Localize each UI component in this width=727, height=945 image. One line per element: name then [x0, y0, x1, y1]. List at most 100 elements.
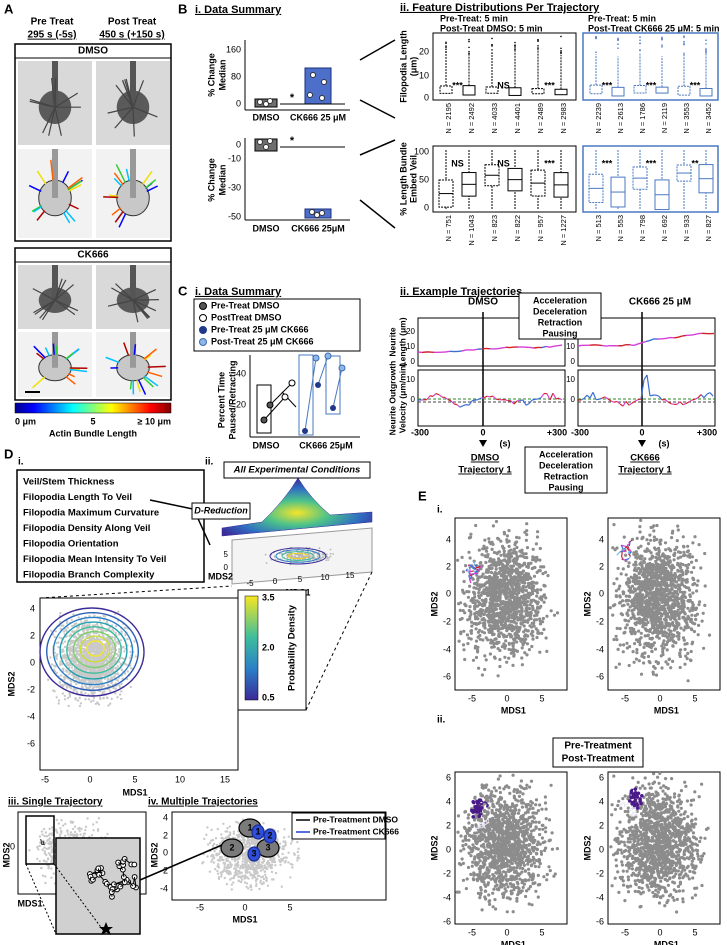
scatter-point [502, 532, 507, 536]
line [54, 278, 63, 301]
scatter-point [120, 668, 124, 672]
legend-label: Pausing [548, 482, 583, 492]
scatter-point [242, 857, 245, 861]
scatter-point [256, 865, 259, 869]
scatter-point [118, 693, 122, 696]
scatter-point [77, 670, 80, 673]
scatter-point [50, 663, 54, 666]
data-dot [309, 209, 315, 215]
scatter-point [70, 666, 74, 669]
arrow [638, 440, 646, 447]
line [143, 348, 157, 360]
box [554, 88, 568, 96]
scatter-point [505, 534, 510, 538]
outlier [683, 42, 685, 45]
velocity-trace [628, 402, 633, 406]
scatter-point [65, 669, 68, 672]
scatter-point [116, 696, 119, 699]
length-trace [501, 346, 507, 349]
scatter-point [538, 596, 542, 600]
scatter-point [214, 837, 218, 840]
scatter-point [287, 861, 290, 864]
scatter-point [507, 539, 511, 543]
scatter-point [52, 872, 55, 875]
data-dot [263, 144, 269, 150]
scatter-point [255, 870, 258, 873]
scatter-point [78, 704, 82, 708]
scatter-point [477, 613, 481, 617]
velocity-trace [513, 400, 518, 405]
scatter-point [228, 861, 232, 864]
scatter-point [469, 532, 473, 536]
scatter-point [84, 825, 88, 829]
scatter-point [503, 655, 507, 659]
x-tick-label: +300 [547, 427, 567, 437]
velocity-trace [528, 399, 533, 405]
scatter-point [40, 866, 43, 870]
scatter-point [254, 872, 258, 875]
scatter-point [206, 826, 209, 829]
line [129, 380, 133, 390]
scatter-point [245, 868, 249, 871]
region-label: 3 [265, 842, 270, 852]
outlier [537, 48, 539, 50]
scatter-point [486, 613, 490, 617]
scatter-point [116, 665, 120, 668]
scatter-point [48, 827, 51, 831]
scatter-point [217, 864, 220, 868]
scatter-point [47, 678, 50, 681]
label: * [290, 135, 295, 147]
scatter-point [487, 537, 491, 541]
scatter-point [220, 873, 223, 876]
y-tick-label: -50 [228, 211, 241, 221]
scatter-point [114, 624, 118, 628]
data-dot [267, 98, 273, 104]
scatter-point [505, 634, 509, 639]
scatter-point [242, 839, 245, 842]
line [54, 92, 79, 108]
y-tick-label: 50 [419, 174, 429, 184]
scatter-point [91, 691, 94, 695]
outlier [537, 44, 539, 47]
box [611, 86, 625, 97]
data-dot [263, 101, 269, 107]
line [113, 172, 124, 186]
velocity-trace [462, 404, 467, 407]
scatter-point [107, 656, 111, 660]
scatter-point [232, 830, 236, 833]
scatter-point [326, 555, 328, 558]
velocity-trace [537, 397, 542, 400]
x-tick-label: 0 [87, 774, 92, 784]
velocity-trace [676, 401, 681, 405]
scatter-point [499, 553, 503, 557]
scatter-point [108, 684, 111, 687]
scatter-point [303, 555, 305, 558]
legend-label: Pre-Treatment DMSO [313, 814, 398, 824]
data-dot [319, 210, 325, 216]
scatter-point [216, 859, 220, 862]
velocity-trace [438, 394, 443, 398]
scatter-point [522, 630, 526, 634]
colorbar [14, 402, 172, 414]
scatter-point [61, 824, 65, 827]
scatter-point [228, 834, 232, 837]
scatter-point [109, 653, 113, 656]
velocity-trace [679, 401, 684, 406]
scatter-point [483, 621, 487, 625]
scatter-point [520, 646, 524, 650]
x-tick-label: -5 [246, 579, 254, 588]
velocity-trace [432, 393, 437, 397]
scatter-point [245, 885, 248, 888]
line [41, 299, 56, 321]
significance: *** [544, 158, 555, 168]
outlier [705, 39, 707, 42]
scatter-point [66, 626, 69, 629]
condition-frame [14, 247, 172, 401]
velocity-trace [546, 393, 551, 401]
label: CK666 [630, 453, 660, 464]
scatter-point [495, 552, 499, 556]
scatter-point [59, 827, 62, 830]
scatter-point [544, 636, 548, 640]
line [144, 354, 152, 361]
y-tick-label: 80 [231, 71, 241, 81]
